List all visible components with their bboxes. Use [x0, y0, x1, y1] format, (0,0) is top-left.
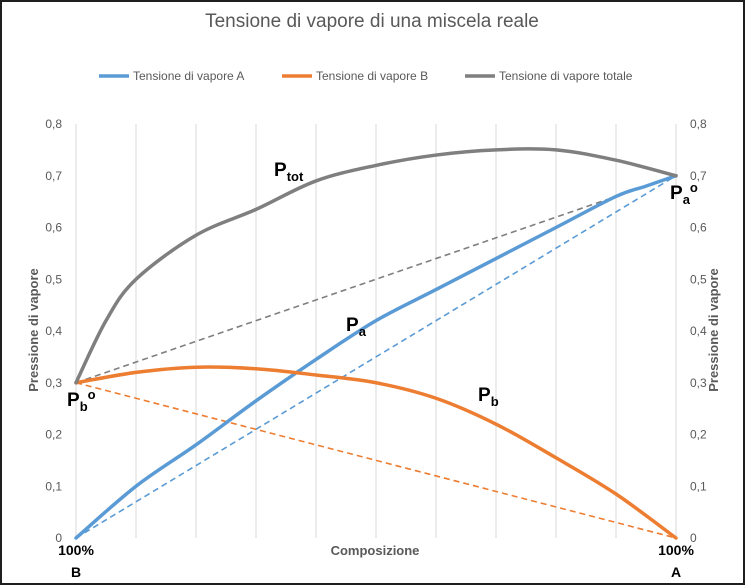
y-tick-label-left: 0,4	[45, 324, 62, 338]
ideal-dashed-line	[75, 175, 677, 539]
y-tick-label-left: 0,1	[45, 479, 62, 493]
y-tick-label-right: 0,1	[690, 479, 707, 493]
curve-annotation: Ptot	[274, 160, 304, 184]
x-left-letter-label: B	[71, 564, 81, 580]
y-tick-label-left: 0,3	[45, 376, 62, 390]
legend: Tensione di vapore A Tensione di vapore B…	[99, 69, 633, 83]
ideal-dashed-line	[75, 381, 677, 539]
series-lines	[74, 147, 678, 540]
legend-label: Tensione di vapore A	[133, 69, 244, 83]
y-tick-label-left: 0,6	[45, 221, 62, 235]
y-tick-label-left: 0,5	[45, 272, 62, 286]
y-tick-label-left: 0,7	[45, 169, 62, 183]
series-line	[74, 147, 678, 385]
curve-annotation: Pb	[478, 385, 499, 409]
ideal-lines	[75, 174, 677, 539]
x-left-percent-label: 100%	[58, 542, 94, 558]
legend-label: Tensione di vapore B	[316, 69, 428, 83]
y-tick-label-right: 0,3	[690, 376, 707, 390]
curve-annotation: Pao	[670, 180, 698, 207]
y-axis-left-ticks: 0 0,1 0,2 0,3 0,4 0,5 0,6 0,7 0,8	[45, 117, 62, 545]
y-tick-label-right: 0,8	[690, 117, 707, 131]
x-right-percent-label: 100%	[658, 542, 694, 558]
series-line	[74, 365, 678, 540]
annotations: Ptot Pa Pb Pao Pbo	[67, 160, 698, 414]
x-right-letter-label: A	[671, 564, 681, 580]
y-tick-label-left: 0,8	[45, 117, 62, 131]
curve-annotation: Pa	[346, 315, 367, 339]
y-axis-right-title: Pressione di vapore	[706, 268, 721, 392]
y-tick-label-right: 0,5	[690, 272, 707, 286]
y-tick-label-right: 0,4	[690, 324, 707, 338]
y-tick-label-right: 0	[690, 531, 697, 545]
y-tick-label-right: 0,2	[690, 428, 707, 442]
y-tick-label-right: 0,7	[690, 169, 707, 183]
legend-label: Tensione di vapore totale	[499, 69, 633, 83]
series-line	[74, 174, 678, 540]
curve-annotation: Pbo	[67, 387, 96, 414]
grid-lines	[75, 124, 677, 538]
y-tick-label-left: 0	[55, 531, 62, 545]
x-axis-title: Composizione	[331, 543, 420, 558]
chart-title: Tensione di vapore di una miscela reale	[205, 11, 539, 32]
y-tick-label-left: 0,2	[45, 428, 62, 442]
ideal-dashed-line	[75, 174, 677, 384]
y-tick-label-right: 0,6	[690, 221, 707, 235]
y-axis-left-title: Pressione di vapore	[26, 268, 41, 392]
y-axis-right-ticks: 0 0,1 0,2 0,3 0,4 0,5 0,6 0,7 0,8	[690, 117, 707, 545]
